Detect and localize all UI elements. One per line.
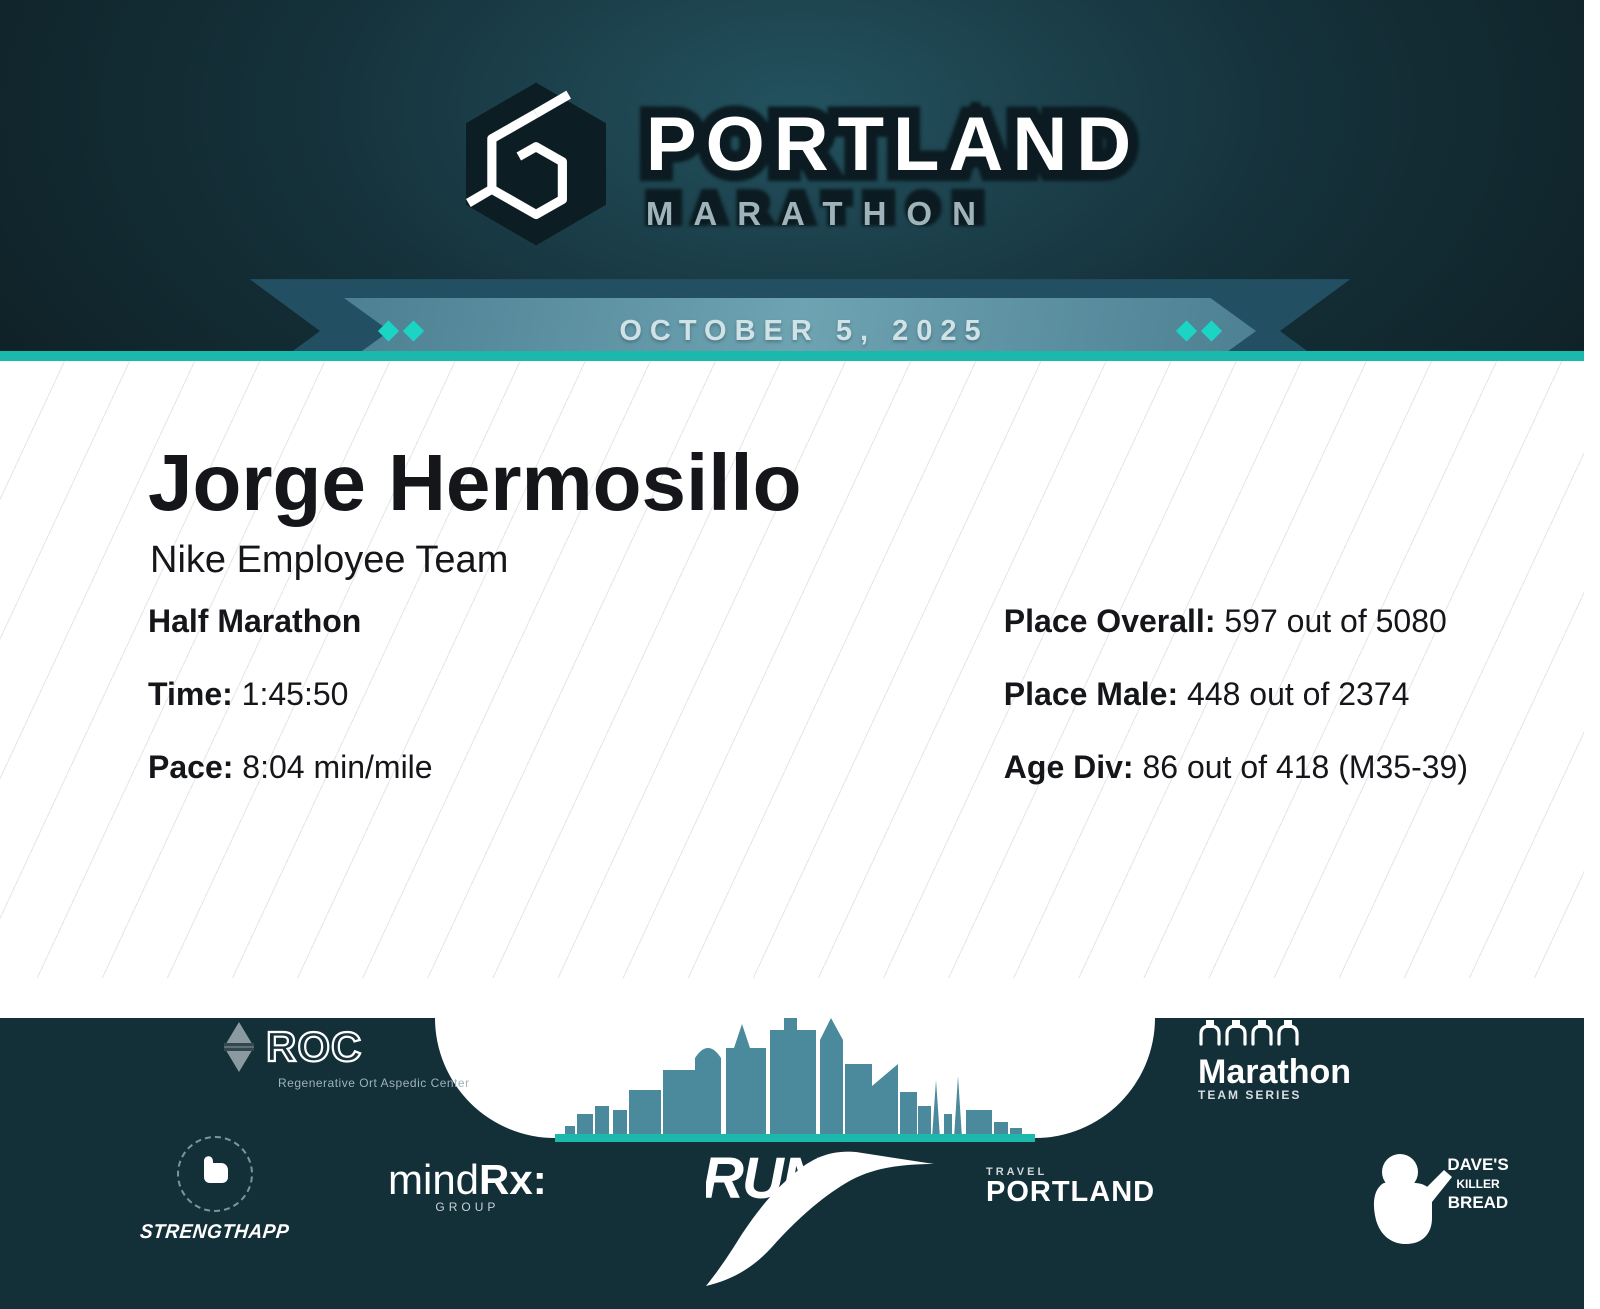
svg-text:DAVE'S: DAVE'S [1447, 1155, 1508, 1174]
svg-text:KILLER: KILLER [1456, 1177, 1500, 1191]
svg-text:BREAD: BREAD [1448, 1193, 1508, 1212]
